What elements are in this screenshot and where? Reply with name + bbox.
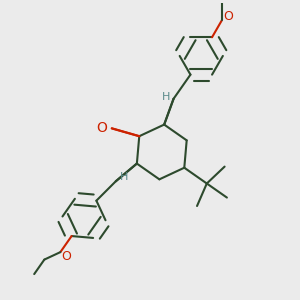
Text: H: H — [161, 92, 170, 102]
Text: O: O — [223, 10, 233, 23]
Text: H: H — [119, 172, 128, 182]
Text: O: O — [61, 250, 71, 262]
Text: O: O — [97, 121, 107, 135]
